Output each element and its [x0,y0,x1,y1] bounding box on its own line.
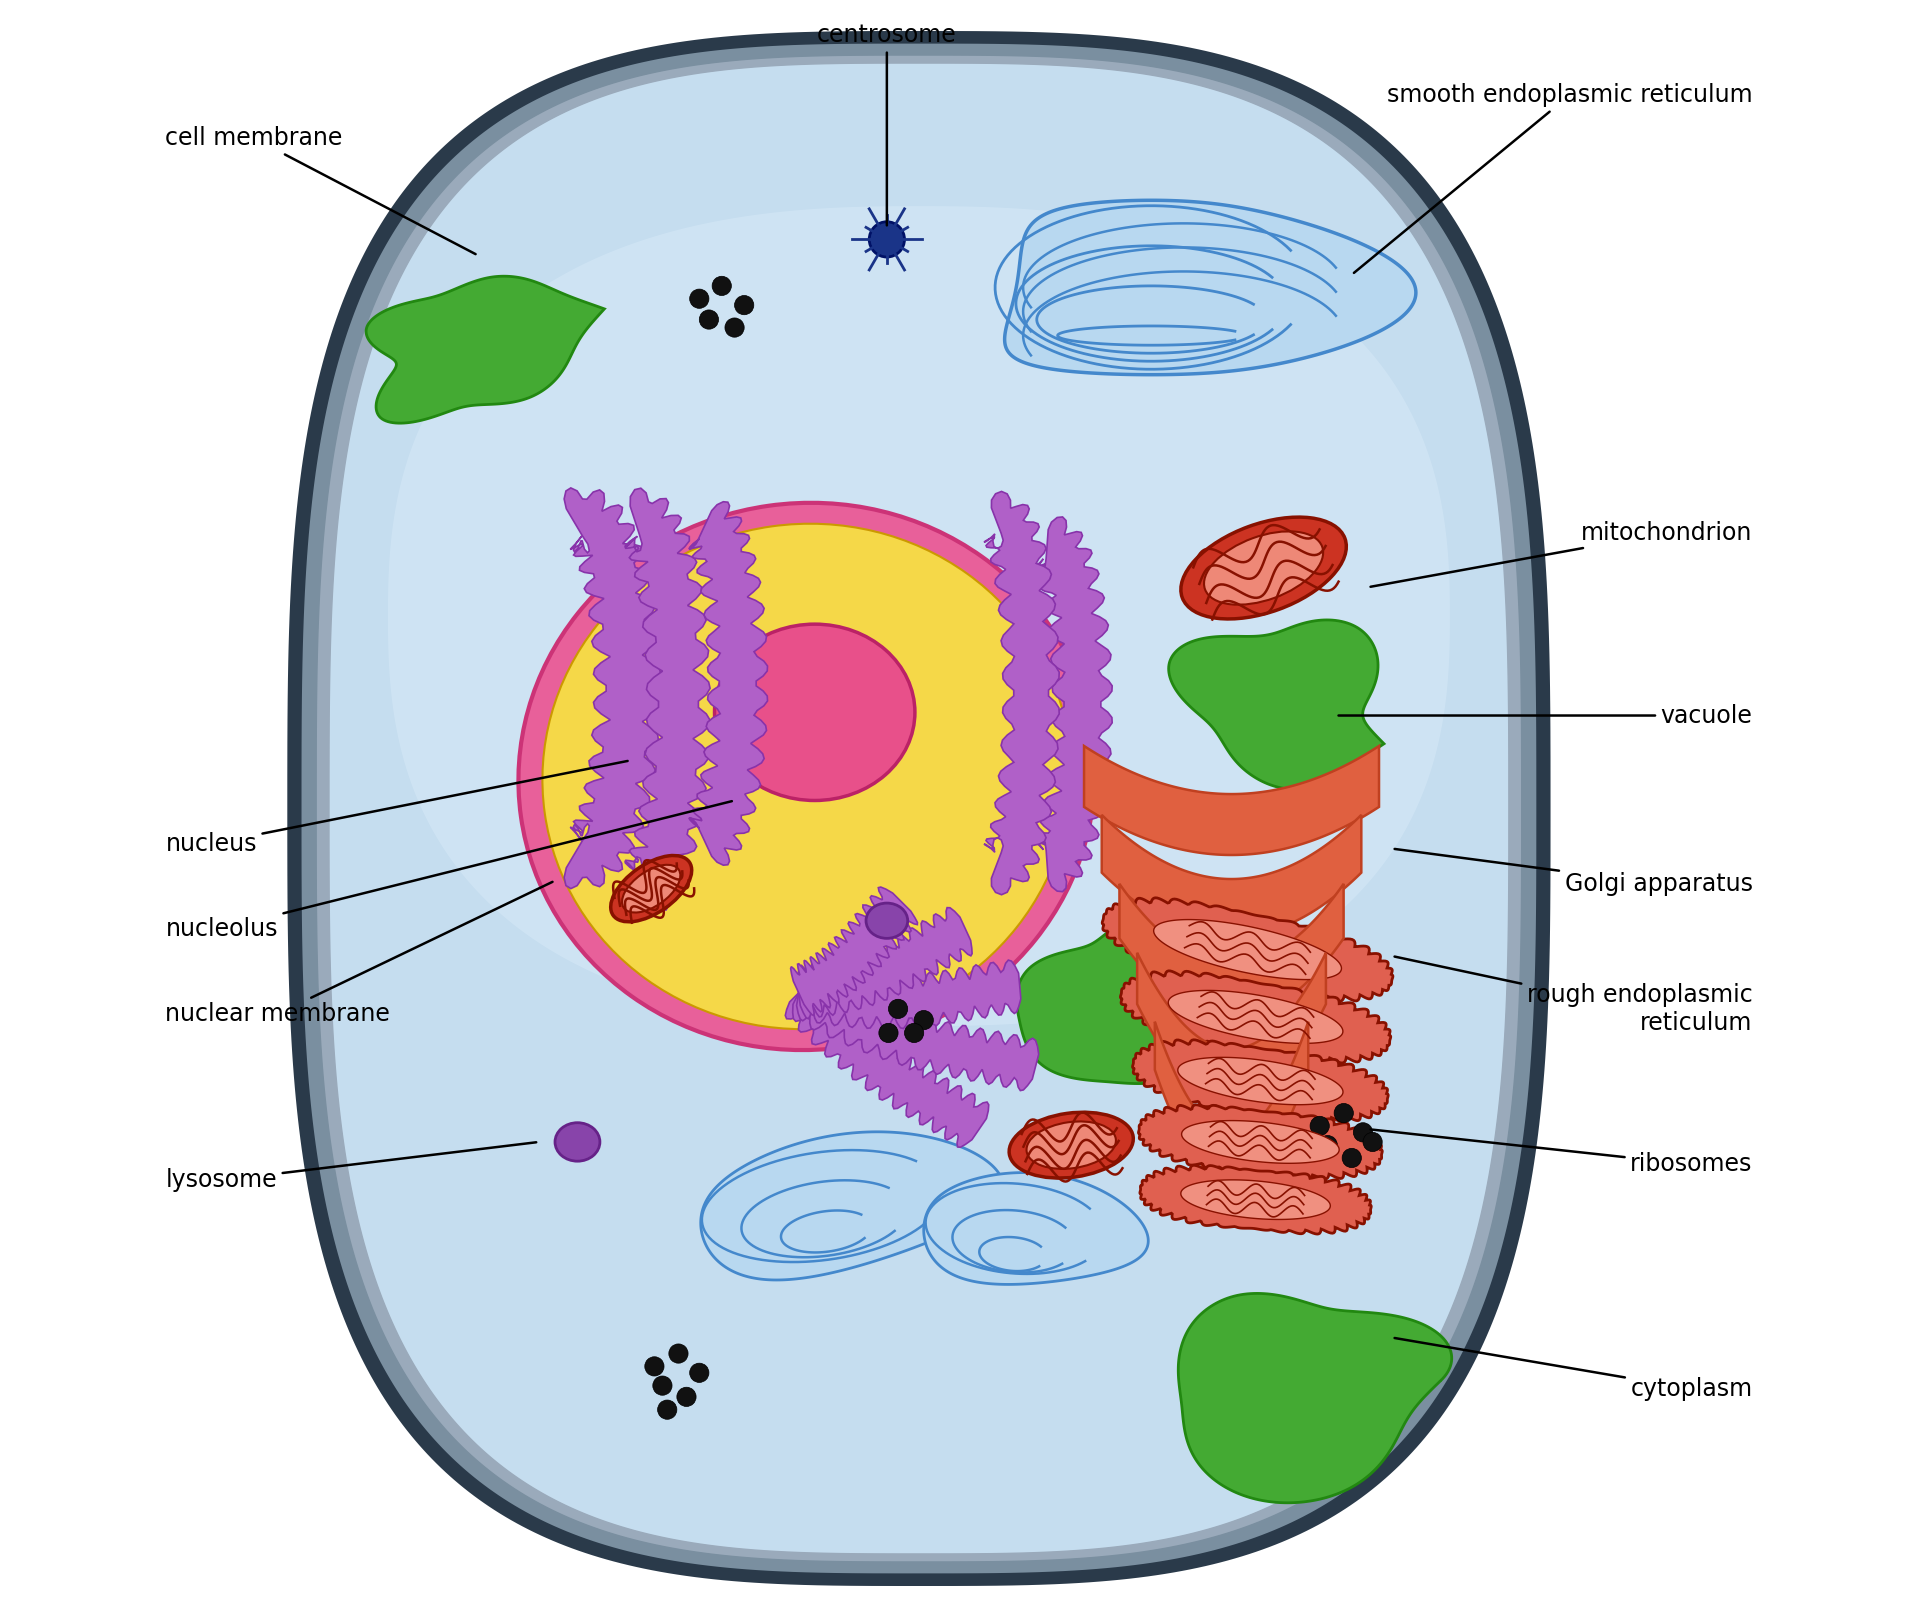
Text: lysosome: lysosome [165,1142,537,1192]
Ellipse shape [1335,1103,1354,1122]
Ellipse shape [554,1122,600,1161]
Ellipse shape [543,524,1070,1028]
Text: smooth endoplasmic reticulum: smooth endoplasmic reticulum [1354,82,1753,273]
Polygon shape [1034,517,1112,891]
Polygon shape [1181,1121,1339,1163]
Ellipse shape [700,310,719,330]
Ellipse shape [690,1363,710,1383]
Ellipse shape [621,865,681,912]
Text: nucleus: nucleus [165,762,627,855]
Polygon shape [1101,815,1362,936]
Polygon shape [1103,897,1392,1001]
Polygon shape [1137,952,1325,1100]
Polygon shape [790,888,917,1015]
Text: ribosomes: ribosomes [1371,1129,1753,1177]
Polygon shape [792,973,1040,1090]
Ellipse shape [1158,1033,1199,1066]
Ellipse shape [690,289,710,309]
Ellipse shape [878,1024,898,1043]
Polygon shape [1168,991,1343,1043]
Polygon shape [316,55,1521,1562]
Polygon shape [1139,1166,1371,1234]
Ellipse shape [1318,1135,1337,1155]
Polygon shape [1168,619,1385,789]
Polygon shape [784,980,990,1146]
Polygon shape [984,492,1059,894]
Ellipse shape [1026,1122,1116,1169]
Ellipse shape [905,1024,924,1043]
Polygon shape [387,205,1450,1027]
Polygon shape [1132,1040,1389,1122]
Polygon shape [366,277,604,424]
Polygon shape [796,960,1020,1028]
Ellipse shape [869,222,905,257]
Polygon shape [689,501,767,865]
Polygon shape [1155,1022,1308,1182]
Text: Golgi apparatus: Golgi apparatus [1394,849,1753,896]
Ellipse shape [1009,1112,1134,1179]
Text: cell membrane: cell membrane [165,126,476,254]
Ellipse shape [712,277,731,296]
Polygon shape [700,1132,1003,1281]
Ellipse shape [867,902,907,938]
Polygon shape [798,907,972,1019]
Polygon shape [299,42,1538,1575]
Polygon shape [1178,1058,1343,1104]
Ellipse shape [518,503,1095,1049]
Ellipse shape [1310,1116,1329,1135]
Ellipse shape [888,999,907,1019]
Ellipse shape [644,1357,664,1376]
Ellipse shape [652,1376,671,1395]
Polygon shape [625,488,710,920]
Text: centrosome: centrosome [817,23,957,225]
Polygon shape [1084,745,1379,855]
Ellipse shape [669,1344,689,1363]
Polygon shape [1005,201,1415,375]
Ellipse shape [715,624,915,800]
Ellipse shape [1354,1122,1373,1142]
Text: cytoplasm: cytoplasm [1394,1337,1753,1400]
Text: nucleolus: nucleolus [165,800,733,941]
Ellipse shape [1205,532,1323,605]
Polygon shape [1120,970,1391,1062]
Polygon shape [288,31,1550,1586]
Ellipse shape [915,1011,934,1030]
Ellipse shape [725,319,744,338]
Polygon shape [1181,1180,1331,1219]
Ellipse shape [658,1400,677,1420]
Polygon shape [1120,884,1345,1019]
Text: vacuole: vacuole [1339,703,1753,728]
Ellipse shape [610,855,692,922]
Polygon shape [330,63,1509,1554]
Polygon shape [564,488,660,889]
Text: rough endoplasmic
reticulum: rough endoplasmic reticulum [1394,957,1753,1035]
Text: nuclear membrane: nuclear membrane [165,881,552,1025]
Polygon shape [1178,1294,1452,1502]
Ellipse shape [1343,1148,1362,1167]
Ellipse shape [677,1387,696,1407]
Polygon shape [924,1172,1149,1284]
Ellipse shape [1364,1132,1383,1151]
Polygon shape [1017,909,1270,1083]
Ellipse shape [735,296,754,315]
Polygon shape [1139,1104,1383,1179]
Polygon shape [1153,920,1341,980]
Text: mitochondrion: mitochondrion [1371,521,1753,587]
Ellipse shape [1181,517,1346,619]
